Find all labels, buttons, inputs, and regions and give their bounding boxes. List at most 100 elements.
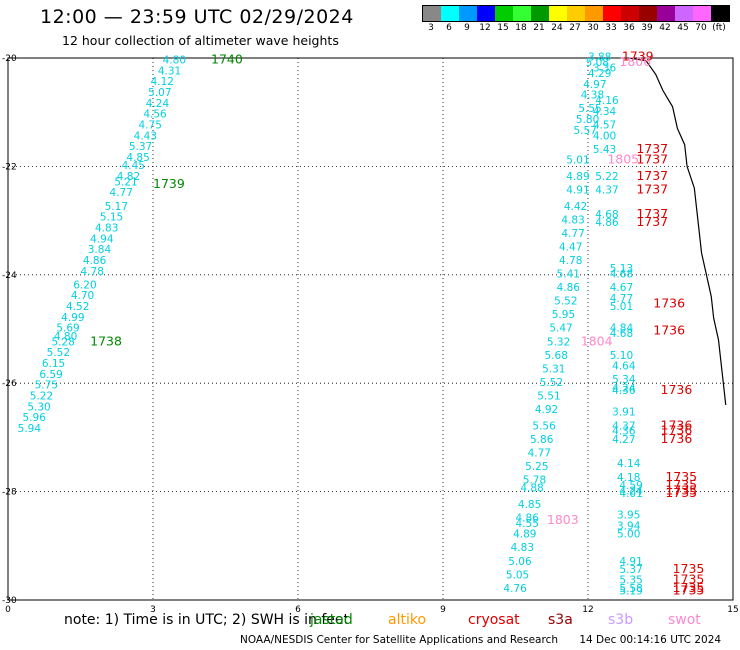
color-scale-cell xyxy=(531,6,549,21)
wave-height-label: 5.06 xyxy=(508,556,532,568)
pass-time-label: 1735 xyxy=(673,561,705,576)
color-scale-label: 70 xyxy=(695,23,707,33)
wave-height-label: 3.84 xyxy=(88,244,112,256)
color-scale-label: 21 xyxy=(533,23,545,33)
wave-height-label: 5.78 xyxy=(523,474,546,486)
wave-height-label: 5.58 xyxy=(619,583,642,595)
wave-height-label: 5.13 xyxy=(610,263,633,275)
color-scale-label: 36 xyxy=(623,23,635,33)
wave-height-label: 5.37 xyxy=(619,564,642,576)
color-scale-label: 42 xyxy=(659,23,671,33)
color-scale-label: 39 xyxy=(641,23,653,33)
wave-height-label: 4.14 xyxy=(617,458,641,470)
wave-height-label: 5.86 xyxy=(530,434,554,446)
wave-height-label: 4.24 xyxy=(612,382,636,394)
wave-height-label: 4.01 xyxy=(619,488,642,500)
wave-height-label: 4.45 xyxy=(122,160,145,172)
x-tick-label: 0 xyxy=(5,605,11,615)
pass-time-label: 1735 xyxy=(665,477,697,492)
pass-time-label: 1736 xyxy=(661,417,693,432)
wave-height-label: 4.86 xyxy=(595,217,619,229)
color-scale-cell xyxy=(441,6,459,21)
wave-height-label: 3.95 xyxy=(617,510,640,522)
pass-time-label: 1805 xyxy=(607,152,639,167)
color-scale-label: 9 xyxy=(464,23,470,33)
wave-height-label: 4.64 xyxy=(612,361,636,373)
wave-height-label: 4.77 xyxy=(610,293,633,305)
color-scale-label: 30 xyxy=(587,23,599,33)
wave-height-label: 4.34 xyxy=(593,106,617,118)
pass-time-label: 1739 xyxy=(153,176,185,191)
wave-height-label: 4.80 xyxy=(54,331,77,343)
wave-height-label: 4.86 xyxy=(83,255,107,267)
wave-height-label: 4.89 xyxy=(513,529,536,541)
color-scale-label: 33 xyxy=(605,23,617,33)
wave-height-label: 4.27 xyxy=(612,434,635,446)
wave-height-label: 5.05 xyxy=(506,569,529,581)
footer: NOAA/NESDIS Center for Satellite Applica… xyxy=(240,634,721,646)
wave-height-label: 3.88 xyxy=(588,52,611,64)
color-scale-labels: 3 6 9 12 15 18 21 24 27 30 33 36 39 42 45 70 (ft) xyxy=(422,22,728,34)
wave-height-label: 5.01 xyxy=(566,155,589,167)
wave-height-label: 4.24 xyxy=(619,485,643,497)
wave-height-label: 4.47 xyxy=(559,241,582,253)
map-frame xyxy=(7,57,734,601)
wave-height-label: 5.08 xyxy=(586,57,609,69)
wave-height-label: 4.88 xyxy=(520,483,543,495)
pass-time-label: 1735 xyxy=(673,572,705,587)
wave-height-label: 4.42 xyxy=(564,201,587,213)
pass-time-label: 1737 xyxy=(636,141,668,156)
wave-height-label: 5.51 xyxy=(537,390,560,402)
wave-height-label: 5.15 xyxy=(100,212,123,224)
color-scale-bar xyxy=(422,5,730,22)
wave-height-label: 4.85 xyxy=(518,499,541,511)
wave-height-label: 4.24 xyxy=(146,98,170,110)
wave-height-label: 4.68 xyxy=(610,269,633,281)
note-text: note: 1) Time is in UTC; 2) SWH is in fe… xyxy=(64,612,350,628)
color-scale-cell xyxy=(495,6,513,21)
coastline xyxy=(628,57,727,405)
wave-height-label: 4.55 xyxy=(516,518,539,530)
wave-height-label: 4.16 xyxy=(595,95,619,107)
pass-time-label: 1737 xyxy=(636,152,668,167)
page-title: 12:00 — 23:59 UTC 02/29/2024 xyxy=(40,6,354,28)
wave-height-label: 4.84 xyxy=(610,323,634,335)
color-scale-label: 3 xyxy=(428,23,434,33)
wave-height-label: 4.70 xyxy=(71,290,94,302)
pass-time-label: 1737 xyxy=(636,206,668,221)
wave-height-label: 4.56 xyxy=(143,109,167,121)
wave-height-label: 5.96 xyxy=(23,412,47,424)
wave-height-label: 4.37 xyxy=(612,420,635,432)
wave-height-label: 4.86 xyxy=(557,282,581,294)
x-tick-label: 12 xyxy=(582,605,593,615)
wave-height-label: 5.32 xyxy=(547,336,570,348)
color-scale-cell xyxy=(549,6,567,21)
pass-time-label: 1737 xyxy=(636,168,668,183)
wave-height-label: 4.91 xyxy=(566,185,589,197)
color-scale-cell xyxy=(423,6,441,21)
color-scale-label: 27 xyxy=(569,23,581,33)
legend-entry: s3b xyxy=(608,612,634,628)
color-scale-cell xyxy=(513,6,531,21)
pass-time-label: 1735 xyxy=(673,580,705,595)
wave-height-label: 5.28 xyxy=(52,336,75,348)
color-scale-label: 24 xyxy=(551,23,563,33)
wave-height-label: 4.36 xyxy=(612,426,636,438)
wave-height-label: 4.68 xyxy=(595,209,618,221)
x-tick-label: 9 xyxy=(440,605,446,615)
wave-height-label: 4.85 xyxy=(126,152,149,164)
wave-height-label: 4.38 xyxy=(581,90,604,102)
wave-height-label: 5.69 xyxy=(56,323,79,335)
wave-height-label: 4.92 xyxy=(535,404,558,416)
wave-height-label: 4.00 xyxy=(593,130,616,142)
color-scale-label: 45 xyxy=(677,23,689,33)
pass-time-label: 1736 xyxy=(661,423,693,438)
color-scale-cell xyxy=(585,6,603,21)
wave-height-label: 5.21 xyxy=(114,176,137,188)
wave-height-label: 4.75 xyxy=(139,119,162,131)
color-scale-cell xyxy=(711,6,729,21)
legend-entry: cryosat xyxy=(468,612,520,628)
color-scale-cell xyxy=(675,6,693,21)
wave-height-label: 5.52 xyxy=(47,347,70,359)
